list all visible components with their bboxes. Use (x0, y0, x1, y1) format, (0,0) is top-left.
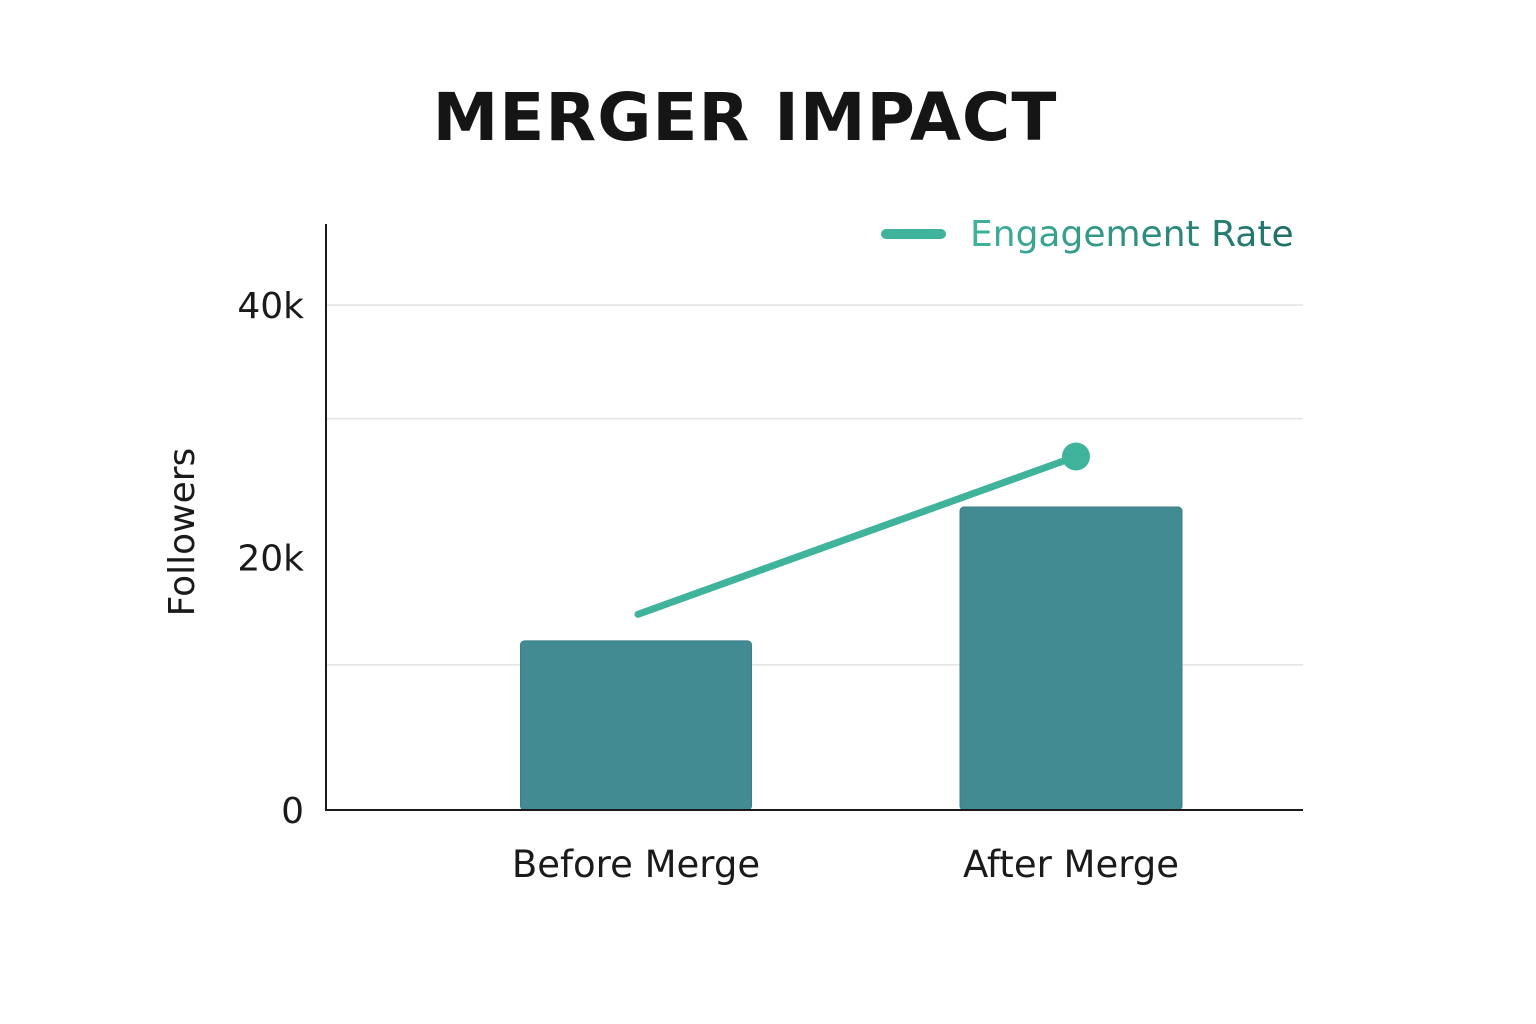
x-category-label: After Merge (963, 843, 1179, 886)
legend-label-engagement-rate: Engagement Rate (970, 214, 1294, 255)
bar (959, 506, 1183, 811)
x-category-labels: Before Merge After Merge (512, 843, 1179, 886)
x-category-label: Before Merge (512, 843, 760, 886)
bars (520, 506, 1183, 811)
y-tick-labels: 0 20k 40k (237, 286, 304, 832)
y-tick-label: 20k (237, 539, 304, 580)
y-tick-label: 0 (281, 791, 304, 832)
y-axis-title: Followers (162, 448, 203, 617)
bar (520, 640, 752, 811)
engagement-rate-series (634, 442, 1090, 618)
chart-title: MERGER IMPACT (433, 79, 1058, 156)
engagement-rate-point (1062, 442, 1090, 471)
y-tick-label: 40k (237, 286, 304, 327)
engagement-rate-line (634, 453, 1080, 618)
legend: Engagement Rate (881, 214, 1294, 255)
